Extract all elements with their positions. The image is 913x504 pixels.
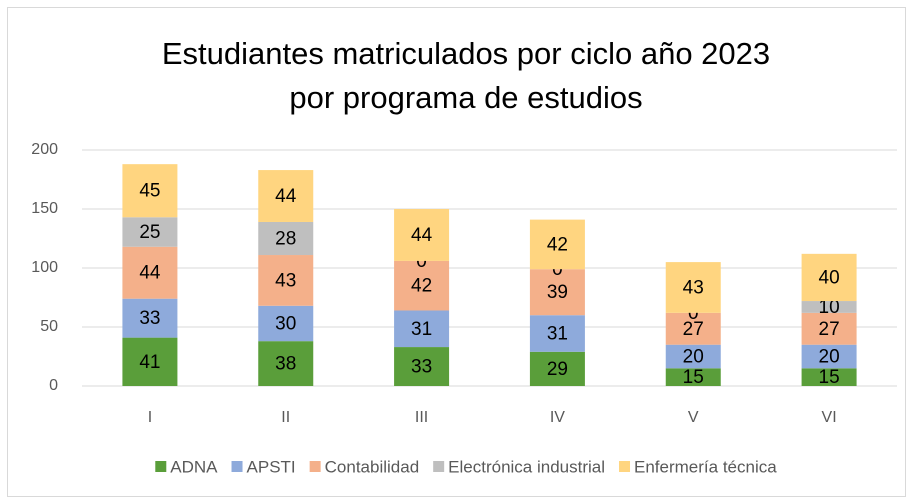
value-label: 41 — [139, 352, 160, 373]
value-label: 44 — [139, 263, 161, 284]
y-tick-label: 50 — [40, 318, 58, 335]
legend-swatch — [433, 461, 445, 472]
bar-segment — [665, 262, 721, 313]
value-label: 20 — [819, 347, 840, 368]
value-label: 25 — [139, 222, 160, 243]
value-label: 39 — [547, 282, 568, 303]
x-tick-label: VI — [822, 409, 837, 426]
value-label: 40 — [819, 267, 840, 288]
bar-segment — [258, 170, 314, 222]
bar-segment — [122, 164, 178, 218]
value-label: 42 — [411, 276, 432, 297]
value-label: 45 — [139, 181, 160, 202]
bar-segment — [801, 253, 857, 302]
bar-segment — [394, 209, 450, 261]
value-label: 44 — [411, 225, 433, 246]
value-label: 33 — [411, 357, 432, 378]
bar-segment — [394, 347, 450, 386]
legend-label: ADNA — [170, 457, 218, 476]
bar-segment — [258, 221, 314, 256]
legend-swatch — [231, 461, 243, 472]
value-label: 38 — [275, 354, 296, 375]
bar-segment — [122, 246, 178, 299]
x-tick-label: V — [688, 409, 699, 426]
bar-segment — [801, 301, 857, 313]
bar-segment — [529, 351, 585, 386]
bar-segment — [529, 219, 585, 270]
value-label: 15 — [683, 367, 704, 388]
bar-segment — [665, 368, 721, 386]
bar-segment — [122, 298, 178, 338]
value-label: 43 — [683, 277, 704, 298]
value-label: 31 — [411, 319, 432, 340]
bar-segment — [529, 315, 585, 352]
bar-segment — [665, 312, 721, 345]
bar-segment — [122, 217, 178, 247]
y-tick-label: 0 — [49, 377, 58, 394]
value-label: 0 — [688, 303, 699, 324]
x-tick-label: I — [148, 409, 152, 426]
y-tick-label: 100 — [31, 259, 58, 276]
y-tick-label: 200 — [31, 141, 58, 158]
bar-segment — [258, 255, 314, 306]
value-label: 31 — [547, 324, 568, 345]
legend-label: Electrónica industrial — [448, 457, 605, 476]
legend-label: Contabilidad — [325, 457, 420, 476]
chart-title: por programa de estudios — [289, 80, 642, 115]
x-tick-label: IV — [550, 409, 565, 426]
bar-segment — [258, 341, 314, 386]
bar-segment — [122, 337, 178, 386]
value-label: 27 — [819, 319, 840, 340]
bar-segment — [801, 312, 857, 345]
value-label: 20 — [683, 347, 704, 368]
value-label: 33 — [139, 308, 160, 329]
bar-segment — [665, 344, 721, 369]
value-label: 15 — [819, 367, 840, 388]
x-tick-label: III — [415, 409, 428, 426]
bar-segment — [529, 269, 585, 316]
value-label: 43 — [275, 270, 296, 291]
value-label: 42 — [547, 234, 568, 255]
bar-segment — [801, 344, 857, 369]
x-tick-label: II — [281, 409, 290, 426]
legend-swatch — [619, 461, 631, 472]
legend-swatch — [155, 461, 167, 472]
value-label: 30 — [275, 313, 296, 334]
value-label: 0 — [416, 251, 427, 272]
legend-label: APSTI — [247, 457, 296, 476]
chart-title: Estudiantes matriculados por ciclo año 2… — [162, 36, 770, 71]
bar-segment — [394, 260, 450, 311]
value-label: 28 — [275, 229, 296, 250]
value-label: 29 — [547, 359, 568, 380]
y-tick-label: 150 — [31, 200, 58, 217]
bar-segment — [801, 368, 857, 386]
bar-segment — [394, 310, 450, 348]
value-label: 0 — [552, 259, 563, 280]
value-label: 44 — [275, 186, 297, 207]
value-label: 10 — [819, 297, 840, 318]
legend-label: Enfermería técnica — [634, 457, 777, 476]
bar-segment — [258, 305, 314, 342]
value-label: 27 — [683, 319, 704, 340]
legend-swatch — [309, 461, 321, 472]
